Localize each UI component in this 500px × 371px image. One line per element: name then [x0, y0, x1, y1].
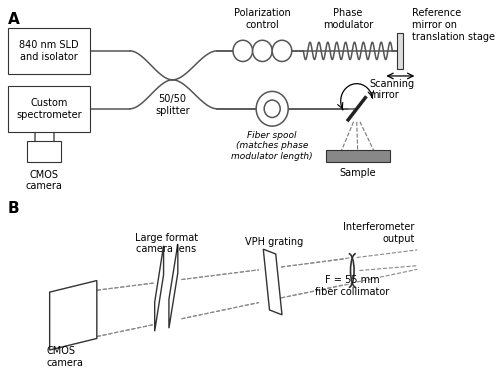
Text: B: B [8, 201, 20, 216]
Polygon shape [169, 244, 178, 328]
Bar [28, 141, 61, 162]
Text: F = 55 mm
fiber collimator: F = 55 mm fiber collimator [315, 275, 390, 297]
Bar [326, 150, 390, 162]
Bar [397, 33, 403, 69]
Text: Fiber spool
(matches phase
modulator length): Fiber spool (matches phase modulator len… [232, 131, 313, 161]
Text: CMOS
camera: CMOS camera [47, 346, 84, 368]
Circle shape [252, 40, 272, 62]
Text: Large format
camera lens: Large format camera lens [134, 233, 198, 255]
Text: Reference
mirror on
translation stage: Reference mirror on translation stage [412, 9, 495, 42]
Text: Interferometer
output: Interferometer output [343, 222, 414, 244]
Bar [8, 86, 89, 132]
Bar [8, 28, 89, 74]
Text: Scanning
mirror: Scanning mirror [369, 79, 414, 100]
Text: Custom
spectrometer: Custom spectrometer [16, 98, 82, 119]
Text: Polarization
control: Polarization control [234, 8, 291, 30]
Text: Phase
modulator: Phase modulator [322, 8, 373, 30]
Polygon shape [154, 246, 164, 331]
Circle shape [256, 91, 288, 126]
Polygon shape [50, 280, 97, 350]
Circle shape [233, 40, 252, 62]
Polygon shape [264, 249, 282, 315]
Text: 50/50
splitter: 50/50 splitter [155, 94, 190, 116]
Circle shape [264, 100, 280, 118]
Circle shape [272, 40, 292, 62]
Text: CMOS
camera: CMOS camera [26, 170, 63, 191]
Text: VPH grating: VPH grating [245, 237, 303, 247]
Text: Sample: Sample [340, 168, 376, 178]
Text: 840 nm SLD
and isolator: 840 nm SLD and isolator [19, 40, 78, 62]
Text: A: A [8, 12, 20, 27]
